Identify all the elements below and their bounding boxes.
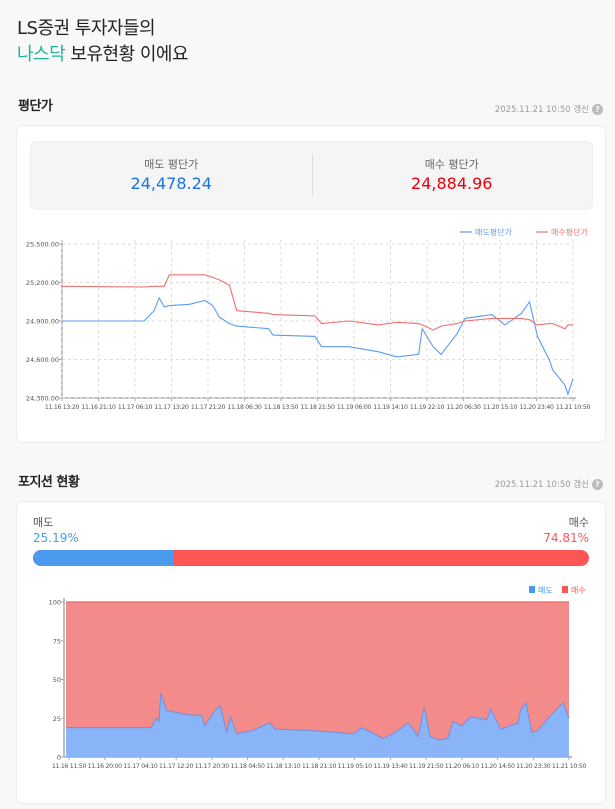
x-tick-label: 11.16 21:10	[81, 404, 116, 411]
x-tick-label: 11.20 23:40	[519, 404, 554, 411]
x-tick-label: 11.16 13:20	[45, 404, 80, 411]
x-tick-label: 11.18 06:30	[227, 404, 262, 411]
y-tick-label: 25	[53, 715, 61, 723]
legend-label: 매도평단가	[475, 227, 512, 237]
avg-price-updated: 2025.11.21 10:50 갱신?	[495, 103, 603, 115]
x-tick-label: 11.17 13:20	[154, 404, 189, 411]
market-highlight: 나스닥	[17, 44, 66, 65]
position-title: 포지션 현황	[18, 475, 80, 490]
headline-rest: 보유현황 이에요	[65, 44, 189, 65]
legend-label: 매도	[538, 586, 553, 595]
legend-label: 매수	[571, 586, 586, 595]
legend-swatch	[562, 586, 568, 593]
avg-price-line-chart: 25,500.00 25,200.00 24,900.00 24,600.00 24,3…	[26, 227, 591, 411]
x-tick-label: 11.20 14:50	[480, 763, 515, 770]
y-tick-label: 25,200.00	[26, 279, 59, 287]
headline-line2: 나스닥 보유현황 이에요	[17, 40, 189, 66]
x-tick-label: 11.17 06:10	[118, 404, 153, 411]
x-tick-label: 11.17 21:20	[191, 404, 226, 411]
legend-label: 매수평단가	[551, 227, 588, 237]
x-tick-label: 11.20 23:30	[516, 763, 551, 770]
buy-pct: 74.81%	[543, 531, 589, 545]
updated-text: 2025.11.21 10:50 갱신	[494, 105, 589, 115]
x-tick-label: 11.18 13:50	[264, 404, 299, 411]
updated-text: 2025.11.21 10:50 갱신	[494, 480, 589, 490]
y-tick-label: 24,300.00	[26, 395, 59, 403]
x-tick-label: 11.20 06:30	[446, 404, 481, 411]
avg-price-summary: 매도 평단가 24,478.24 매수 평단가 24,884.96	[30, 141, 593, 210]
buy-avg-value: 24,884.96	[411, 174, 493, 193]
x-tick-label: 11.18 04:50	[230, 763, 265, 770]
x-tick-label: 11.16 20:00	[88, 763, 123, 770]
x-tick-label: 11.18 13:10	[266, 763, 301, 770]
x-tick-label: 11.19 06:00	[337, 404, 372, 411]
y-tick-label: 24,600.00	[26, 356, 59, 364]
buy-label: 매수	[568, 516, 589, 529]
x-tick-label: 11.21 10:50	[552, 763, 587, 770]
x-tick-label: 11.19 14:10	[373, 404, 408, 411]
x-tick-label: 11.17 20:30	[195, 763, 230, 770]
series-line-buy	[61, 274, 573, 331]
headline-line1: LS증권 투자자들의	[17, 18, 156, 39]
sell-area	[66, 693, 569, 757]
position-ratio-bar	[33, 550, 589, 566]
divider	[312, 154, 313, 196]
series-line-sell	[62, 296, 574, 396]
x-tick-label: 11.19 05:10	[338, 763, 373, 770]
x-tick-label: 11.18 21:50	[300, 404, 335, 411]
question-circle-icon[interactable]: ?	[592, 478, 603, 490]
x-tick-label: 11.20 15:10	[483, 404, 518, 411]
sell-ratio-fill	[33, 550, 174, 566]
legend-swatch	[529, 586, 535, 593]
y-tick-label: 24,900.00	[26, 318, 59, 326]
question-circle-icon[interactable]: ?	[592, 103, 603, 115]
x-tick-label: 11.18 21:10	[302, 763, 337, 770]
position-area-chart: 100 75 50 25 011.16 11:50 11.16 20:00 11.17 04…	[49, 586, 587, 770]
y-tick-label: 75	[53, 637, 61, 645]
sell-avg-value: 24,478.24	[130, 174, 212, 193]
y-tick-label: 25,500.00	[26, 241, 59, 249]
buy-avg-label: 매수 평단가	[424, 158, 479, 171]
x-tick-label: 11.17 12:20	[159, 763, 194, 770]
y-tick-label: 0	[57, 754, 61, 762]
sell-avg-label: 매도 평단가	[144, 158, 199, 171]
x-tick-label: 11.19 13:40	[373, 763, 408, 770]
sell-label: 매도	[33, 516, 54, 529]
position-updated: 2025.11.21 10:50 갱신?	[495, 478, 603, 490]
y-tick-label: 100	[49, 599, 61, 607]
x-tick-label: 11.21 10:50	[556, 404, 591, 411]
x-tick-label: 11.20 06:10	[445, 763, 480, 770]
x-tick-label: 11.19 22:10	[410, 404, 445, 411]
avg-price-title: 평단가	[18, 99, 53, 114]
x-tick-label: 11.16 11:50	[52, 763, 87, 770]
y-tick-label: 50	[53, 676, 61, 684]
sell-area-edge	[66, 693, 570, 741]
x-tick-label: 11.19 21:50	[409, 763, 444, 770]
x-tick-label: 11.17 04:10	[123, 763, 158, 770]
sell-pct: 25.19%	[33, 531, 79, 545]
